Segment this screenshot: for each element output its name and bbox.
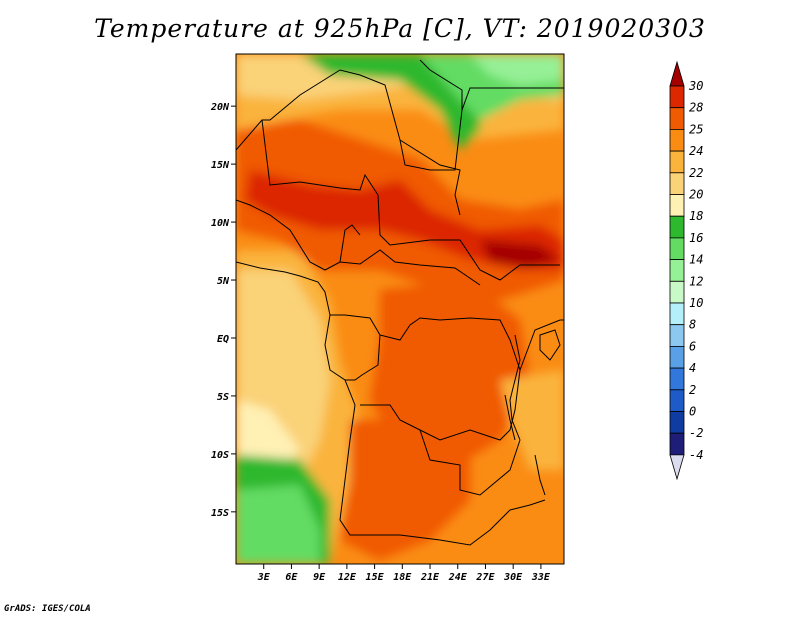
colorbar-segment bbox=[669, 367, 685, 391]
border-tchad bbox=[399, 139, 461, 216]
lon-tick-label: 30E bbox=[503, 572, 523, 583]
colorbar-segment bbox=[669, 150, 685, 174]
field-ne-green bbox=[300, 54, 480, 150]
lon-tick-label: 18E bbox=[393, 572, 412, 583]
colorbar-segment bbox=[669, 128, 685, 152]
colorbar-label: 14 bbox=[689, 253, 703, 267]
map-frame bbox=[235, 53, 565, 565]
field-sahel-core bbox=[480, 240, 560, 268]
lon-tick-label: 24E bbox=[448, 572, 468, 583]
border-drc bbox=[360, 317, 521, 441]
border-misc bbox=[339, 224, 361, 263]
lat-tick-label: 10S bbox=[211, 450, 229, 461]
border-east bbox=[519, 319, 564, 371]
lon-tick-label: 33E bbox=[531, 572, 551, 583]
lat-tick-label: EQ bbox=[217, 334, 229, 345]
lon-tick-label: 21E bbox=[420, 572, 440, 583]
colorbar-segment bbox=[669, 411, 685, 434]
colorbar-label: 6 bbox=[689, 339, 696, 353]
colorbar-label: 18 bbox=[689, 209, 703, 223]
colorbar-segment bbox=[669, 324, 685, 347]
field-south-hot bbox=[340, 420, 470, 560]
colorbar-segment bbox=[669, 215, 685, 239]
lake-malawi bbox=[534, 454, 546, 496]
colorbar-top-arrow bbox=[669, 60, 685, 87]
footer-credit: GrADS: IGES/COLA bbox=[4, 604, 91, 614]
border-south bbox=[439, 499, 546, 546]
lat-tick-label: 15N bbox=[211, 160, 230, 171]
colorbar-label: -2 bbox=[689, 426, 703, 440]
lat-tick-label: 5S bbox=[217, 392, 229, 403]
border-north-2 bbox=[461, 87, 564, 111]
colorbar-label: 22 bbox=[689, 166, 703, 180]
colorbar-label: 30 bbox=[688, 79, 703, 93]
colorbar-segment bbox=[669, 280, 685, 304]
lat-tick-label: 15S bbox=[211, 508, 229, 519]
colorbar-segment bbox=[669, 237, 685, 260]
colorbar-segment bbox=[669, 259, 685, 282]
border-congo-w bbox=[330, 314, 381, 381]
latitude-axis: 20N 15N 10N 5N EQ 5S 10S 15S bbox=[210, 102, 236, 519]
lat-tick-label: 10N bbox=[211, 218, 230, 229]
field-east-cool bbox=[500, 370, 564, 470]
colorbar-label: 12 bbox=[689, 274, 703, 288]
colorbar-label: 24 bbox=[689, 144, 703, 158]
colorbar-segment bbox=[669, 432, 685, 456]
border-zambia bbox=[419, 429, 521, 496]
colorbar-label: 2 bbox=[689, 383, 696, 397]
colorbar-label: -4 bbox=[689, 448, 703, 462]
colorbar-segment bbox=[669, 345, 685, 369]
colorbar-label: 10 bbox=[689, 296, 703, 310]
border-lakes bbox=[509, 334, 521, 441]
border-congo-coast bbox=[324, 314, 356, 406]
colorbar-label: 25 bbox=[689, 122, 703, 136]
lon-tick-label: 9E bbox=[313, 572, 326, 583]
lon-tick-label: 15E bbox=[366, 572, 385, 583]
colorbar-segment bbox=[669, 107, 685, 130]
lake-tanganyika bbox=[504, 394, 516, 441]
lake-victoria bbox=[539, 329, 561, 361]
colorbar-segment bbox=[669, 172, 685, 195]
colorbar-label: 20 bbox=[689, 188, 703, 202]
border-angola bbox=[339, 404, 441, 541]
lat-tick-label: 5N bbox=[217, 276, 230, 287]
colorbar-segment bbox=[669, 85, 685, 109]
field-ocean-pale bbox=[236, 400, 300, 470]
lat-tick-label: 20N bbox=[210, 102, 230, 113]
longitude-axis: 3E 6E 9E 12E 15E 18E 21E 24E 27E 30E 33E bbox=[257, 564, 551, 583]
lon-tick-label: 3E bbox=[257, 572, 271, 583]
border-coast-gulf bbox=[236, 261, 331, 316]
colorbar-label: 8 bbox=[689, 318, 696, 332]
lon-tick-label: 6E bbox=[285, 572, 298, 583]
colorbar-label: 4 bbox=[689, 361, 696, 375]
field-sw-lightgreen bbox=[236, 485, 320, 564]
colorbar-label: 28 bbox=[689, 101, 703, 115]
chart-title: Temperature at 925hPa [C], VT: 201902030… bbox=[94, 14, 706, 43]
temperature-field bbox=[236, 54, 564, 564]
lon-tick-label: 27E bbox=[475, 572, 495, 583]
lon-tick-label: 12E bbox=[338, 572, 357, 583]
border-sahel bbox=[261, 119, 560, 281]
colorbar-segment bbox=[669, 194, 685, 217]
colorbar-bottom-arrow bbox=[669, 454, 685, 481]
colorbar-segment bbox=[669, 389, 685, 412]
colorbar-segment bbox=[669, 302, 685, 326]
country-borders bbox=[236, 59, 564, 546]
field-ne-palegreen bbox=[470, 54, 564, 85]
colorbar-label: 16 bbox=[689, 231, 703, 245]
colorbar-label: 0 bbox=[689, 405, 696, 419]
